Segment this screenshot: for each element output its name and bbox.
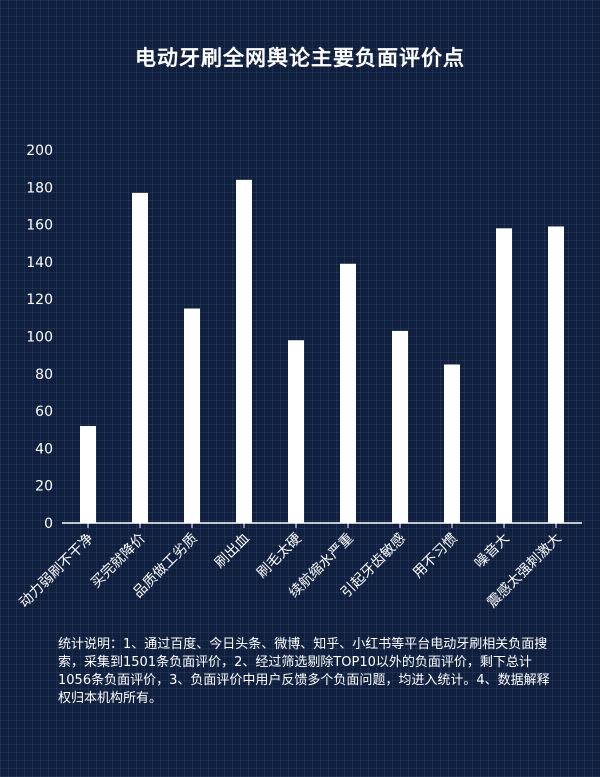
bar: [80, 426, 96, 523]
statistics-note: 统计说明：1、通过百度、今日头条、微博、知乎、小红书等平台电动牙刷相关负面搜索，…: [58, 637, 550, 706]
bar: [444, 364, 460, 523]
y-tick-label: 20: [35, 479, 53, 495]
y-tick-label: 60: [35, 404, 53, 420]
y-tick-label: 180: [26, 180, 53, 196]
y-tick-label: 80: [35, 367, 53, 383]
y-tick-label: 100: [26, 330, 53, 346]
bar: [184, 308, 200, 523]
y-tick-label: 160: [26, 218, 53, 234]
bar: [288, 340, 304, 523]
chart-title: 电动牙刷全网舆论主要负面评价点: [135, 46, 465, 70]
bar: [548, 226, 564, 523]
bar: [496, 228, 512, 523]
bar: [236, 179, 252, 523]
x-tick-label: 噪音大: [471, 530, 513, 572]
x-tick-label: 刷出血: [212, 531, 253, 572]
x-tick-label: 用不习惯: [409, 530, 461, 582]
bar: [340, 263, 356, 523]
y-tick-label: 40: [35, 441, 53, 457]
y-tick-label: 200: [26, 143, 53, 159]
x-tick-label: 动力弱刷不干净: [16, 531, 97, 612]
x-tick-label: 刷毛太硬: [254, 531, 305, 582]
bar: [132, 192, 148, 523]
bar: [392, 330, 408, 523]
y-tick-label: 140: [26, 255, 53, 271]
bar-chart: 020406080100120140160180200动力弱刷不干净买完就降价品…: [16, 143, 582, 612]
y-tick-label: 0: [44, 516, 53, 532]
y-tick-label: 120: [26, 292, 53, 308]
